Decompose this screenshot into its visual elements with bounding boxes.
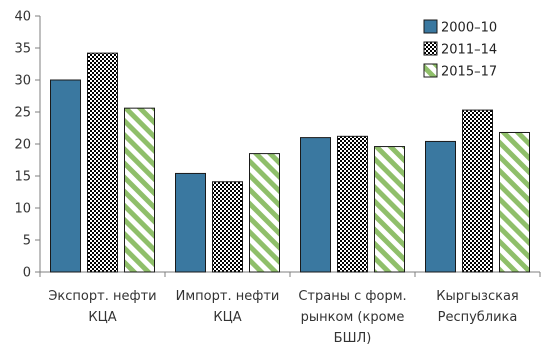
legend-label: 2000–10 (441, 21, 497, 36)
category-label: Страны с форм. рынком (кроме БШЛ) (298, 289, 406, 346)
legend-swatch (423, 41, 438, 56)
category-label-line: Республика (438, 310, 518, 325)
bar-series-2-category-1 (87, 52, 118, 273)
bar-series-1-category-1 (50, 79, 81, 273)
bar-series-1-category-3 (300, 137, 331, 273)
bar-series-3-category-2 (249, 153, 280, 273)
category-label-line: БШЛ) (334, 331, 372, 346)
bar-series-1-category-2 (175, 172, 206, 273)
category-label-line: Страны с форм. (298, 289, 406, 304)
y-tick-label: 40 (14, 10, 31, 25)
legend-swatch (423, 63, 438, 78)
y-tick-label: 30 (14, 74, 31, 89)
category-label-line: Импорт. нефти (176, 289, 280, 304)
bar-series-2-category-4 (462, 109, 493, 273)
legend-label: 2011–14 (441, 43, 497, 58)
bar-series-2-category-2 (212, 181, 243, 273)
y-tick-label: 0 (23, 266, 31, 281)
category-label: Кыргызская Республика (436, 289, 519, 325)
y-tick-label: 25 (14, 106, 31, 121)
legend: 2000–10 2011–14 2015–17 (423, 19, 497, 80)
bar-series-3-category-3 (374, 146, 405, 273)
category-label-line: Кыргызская (436, 289, 519, 304)
category-label-line: рынком (кроме (301, 310, 405, 325)
y-tick-label: 20 (14, 138, 31, 153)
category-label-line: Экспорт. нефти (48, 289, 156, 304)
category-label-line: КЦА (88, 310, 116, 325)
axes: 0 5 10 15 20 25 30 35 40 (14, 10, 541, 281)
category-labels: Экспорт. нефти КЦА Импорт. нефти КЦА Страны … (48, 289, 518, 346)
y-tick-label: 35 (14, 42, 31, 57)
category-label: Импорт. нефти КЦА (176, 289, 280, 325)
legend-label: 2015–17 (441, 65, 497, 80)
y-tick-label: 5 (23, 234, 31, 249)
bar-series-3-category-1 (124, 107, 155, 273)
y-tick-label: 15 (14, 170, 31, 185)
category-label-line: КЦА (213, 310, 241, 325)
bar-series-1-category-4 (425, 140, 456, 273)
bar-series-2-category-3 (337, 135, 368, 273)
bar-series-3-category-4 (499, 131, 530, 273)
y-tick-label: 10 (14, 202, 31, 217)
legend-swatch (423, 19, 438, 34)
category-label: Экспорт. нефти КЦА (48, 289, 156, 325)
bars (50, 52, 530, 273)
